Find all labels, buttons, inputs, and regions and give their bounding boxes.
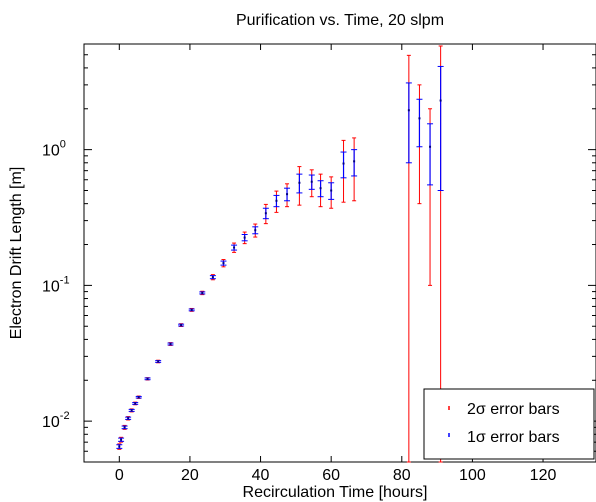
plot-frame — [83, 43, 596, 463]
legend-entry-2sigma: 2σ error bars — [448, 401, 560, 418]
point-marker — [190, 308, 193, 311]
tick-layer: 0 20 40 60 80 100 120 10-2 10-1 100 — [42, 43, 596, 484]
y-axis-label: Electron Drift Length [m] — [8, 167, 25, 340]
data-point — [340, 139, 347, 203]
point-marker — [243, 236, 246, 239]
x-tick-label: 0 — [115, 467, 124, 484]
data-point — [125, 416, 132, 421]
data-point — [220, 259, 227, 268]
data-point — [296, 166, 303, 206]
data-point — [155, 359, 162, 364]
point-marker — [429, 145, 432, 148]
point-marker — [310, 180, 313, 183]
data-point — [144, 377, 151, 381]
data-point — [118, 436, 125, 443]
legend-label-2sigma: error bars — [486, 401, 560, 418]
data-point — [284, 183, 291, 208]
svg-text:2σ error bars: 2σ error bars — [467, 401, 560, 418]
data-point — [351, 137, 358, 202]
legend-symbol-1sigma: 1σ — [467, 429, 486, 446]
point-marker — [130, 409, 133, 412]
legend-symbol-2sigma: 2σ — [467, 401, 486, 418]
x-tick-label: 40 — [252, 467, 270, 484]
point-marker — [264, 212, 267, 215]
point-marker — [319, 187, 322, 190]
data-point — [132, 401, 139, 406]
data-point — [328, 176, 335, 209]
point-marker — [118, 445, 121, 448]
point-marker — [222, 262, 225, 265]
x-tick-label: 120 — [530, 467, 557, 484]
data-point — [178, 323, 185, 327]
svg-text:1σ error bars: 1σ error bars — [467, 429, 560, 446]
x-tick-label: 20 — [181, 467, 199, 484]
point-marker — [169, 343, 172, 346]
point-marker — [418, 117, 421, 120]
point-marker — [123, 426, 126, 429]
point-marker — [127, 417, 130, 420]
point-marker — [180, 324, 183, 327]
point-marker — [157, 360, 160, 363]
legend-box — [423, 388, 595, 460]
point-marker — [134, 402, 137, 405]
data-point — [252, 223, 259, 238]
data-point — [405, 54, 412, 463]
data-point — [199, 290, 206, 296]
point-marker — [342, 162, 345, 165]
data-point — [135, 395, 142, 399]
point-marker — [120, 438, 123, 441]
point-marker — [233, 246, 236, 249]
data-point — [262, 203, 269, 225]
data-point — [273, 190, 280, 213]
point-marker — [146, 377, 149, 380]
data-point — [308, 169, 315, 198]
legend-label-1sigma: error bars — [486, 429, 560, 446]
data-point — [188, 307, 195, 312]
point-marker — [407, 109, 410, 112]
data-point — [128, 408, 135, 413]
point-marker — [211, 276, 214, 279]
point-marker — [254, 229, 257, 232]
data-layer — [116, 45, 444, 463]
point-marker — [353, 160, 356, 163]
x-tick-label: 80 — [393, 467, 411, 484]
data-point — [427, 108, 434, 286]
point-marker — [286, 193, 289, 196]
y-tick-label: 100 — [42, 139, 66, 160]
data-point — [167, 342, 174, 346]
y-tick-label: 10-2 — [42, 410, 70, 431]
x-axis-label: Recirculation Time [hours] — [243, 484, 428, 501]
data-point — [241, 231, 248, 245]
point-marker — [439, 99, 442, 102]
point-marker — [275, 199, 278, 202]
data-point — [121, 424, 128, 430]
point-marker — [201, 291, 204, 294]
legend-entry-1sigma: 1σ error bars — [448, 429, 560, 446]
data-point — [231, 242, 238, 253]
x-tick-label: 100 — [459, 467, 486, 484]
data-point — [116, 443, 123, 450]
x-tick-label: 60 — [322, 467, 340, 484]
plot-area: 0 20 40 60 80 100 120 10-2 10-1 100 — [42, 43, 596, 484]
data-point — [209, 274, 216, 281]
point-marker — [137, 396, 140, 399]
point-marker — [330, 189, 333, 192]
chart-title: Purification vs. Time, 20 slpm — [236, 12, 444, 29]
legend: 2σ error bars 1σ error bars — [423, 388, 595, 460]
data-point — [416, 84, 423, 205]
y-tick-label: 10-1 — [42, 274, 70, 295]
data-point — [317, 173, 324, 208]
point-marker — [298, 181, 301, 184]
